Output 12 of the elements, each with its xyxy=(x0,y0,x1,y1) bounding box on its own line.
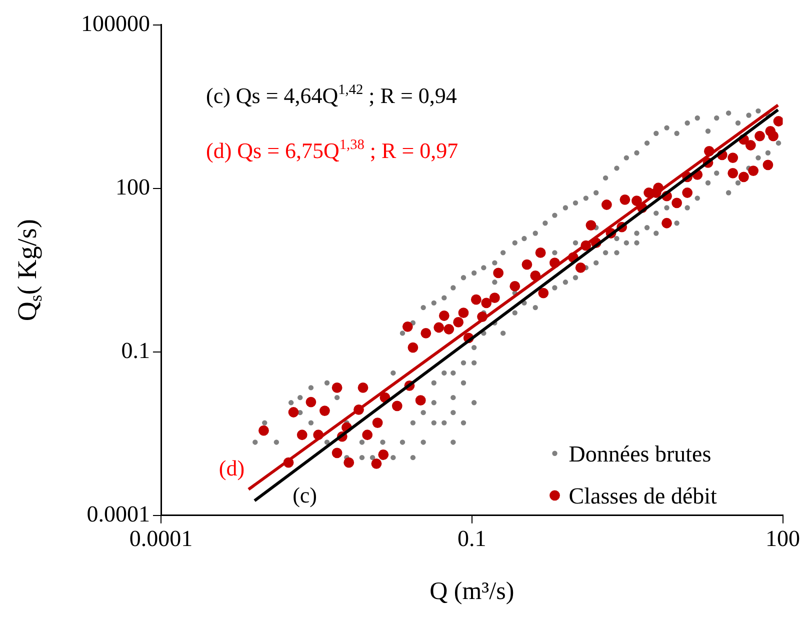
series-label: (d) xyxy=(218,455,245,480)
legend-label: Données brutes xyxy=(568,441,712,466)
series-label: (c) xyxy=(292,482,318,508)
y-tick-label: 0.1 xyxy=(121,338,150,363)
y-tick-label: 0.0001 xyxy=(86,501,150,526)
x-tick-label: 0.1 xyxy=(458,526,486,552)
x-tick-label: 100 xyxy=(766,526,800,552)
x-axis-title: Q (m³/s) xyxy=(430,578,514,605)
y-tick-label: 100000 xyxy=(81,10,150,36)
y-axis-title: Qs( Kg/s) xyxy=(12,219,46,322)
y-tick-label: 100 xyxy=(116,174,150,200)
legend-label: Classes de débit xyxy=(568,483,718,508)
